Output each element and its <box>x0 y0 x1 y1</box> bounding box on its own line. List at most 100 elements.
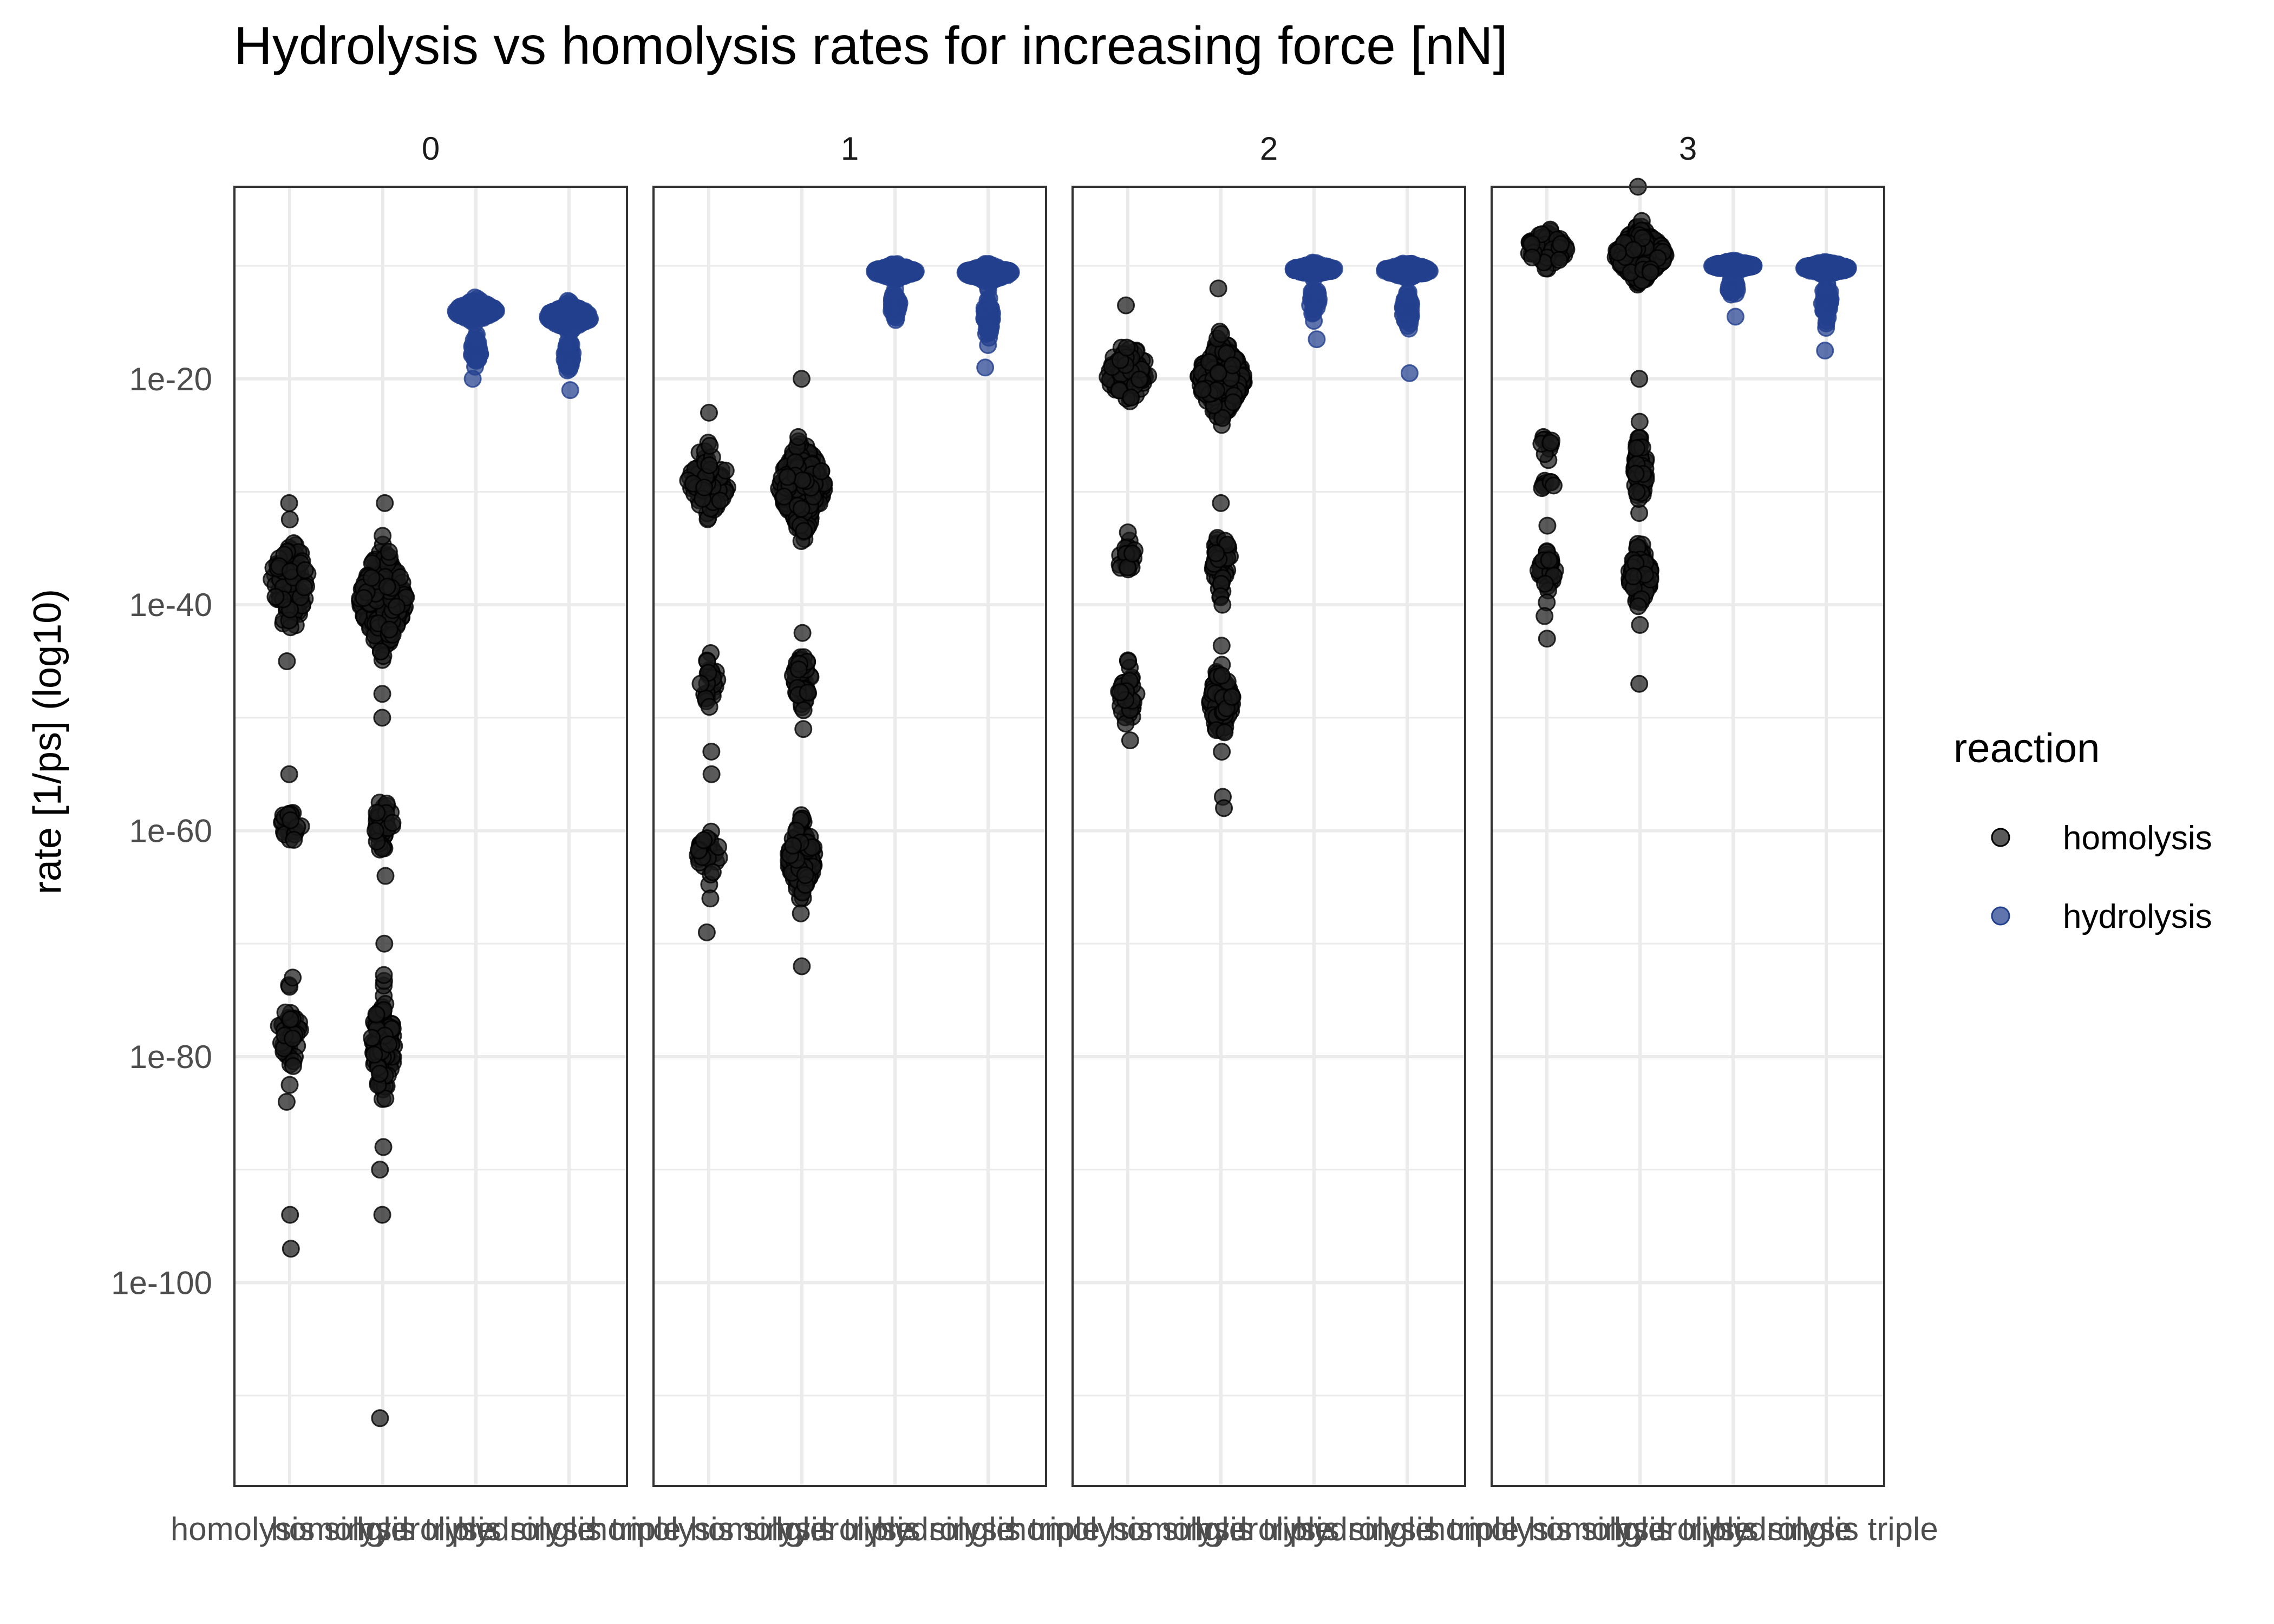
facet-strip-label: 1 <box>841 130 859 167</box>
data-point <box>365 1045 383 1064</box>
legend-key-homolysis <box>1991 828 2010 847</box>
data-point <box>1216 723 1234 742</box>
data-point <box>1538 516 1557 535</box>
series-hydrolysis <box>447 288 505 388</box>
legend-label-hydrolysis: hydrolysis <box>2063 898 2212 935</box>
data-point <box>1628 439 1646 457</box>
data-point <box>367 1005 385 1024</box>
data-point <box>1535 607 1554 625</box>
data-point <box>296 561 314 579</box>
data-point <box>1523 248 1541 267</box>
data-point <box>702 765 721 783</box>
data-point <box>1304 300 1322 318</box>
data-point <box>374 1138 393 1156</box>
y-axis-label: rate [1/ps] (log10) <box>26 589 69 894</box>
data-point <box>282 811 300 829</box>
data-point <box>1119 523 1137 541</box>
data-point <box>1209 279 1227 298</box>
legend-key-hydrolysis <box>1991 906 2010 926</box>
data-point <box>561 381 579 400</box>
data-point <box>1399 261 1417 280</box>
data-point <box>380 542 398 561</box>
data-point <box>1819 292 1837 310</box>
data-point <box>281 1010 299 1029</box>
data-point <box>1630 370 1649 388</box>
data-point <box>1212 325 1230 343</box>
data-point <box>882 259 900 278</box>
data-point <box>1550 251 1569 269</box>
series-hydrolysis <box>539 292 599 400</box>
data-point <box>778 468 796 486</box>
data-point <box>1212 494 1230 512</box>
data-point <box>701 889 720 908</box>
data-point <box>1541 434 1560 452</box>
data-point <box>794 701 813 719</box>
x-tick-label: hydrolysis triple <box>457 1511 681 1547</box>
data-point <box>373 685 391 703</box>
legend-title: reaction <box>1953 725 2100 771</box>
data-point <box>375 966 393 984</box>
data-point <box>373 1206 391 1224</box>
data-point <box>691 675 710 693</box>
x-tick-label: homolysis triple <box>271 1511 494 1547</box>
data-point <box>376 494 394 512</box>
data-point <box>711 492 729 510</box>
data-point <box>366 822 384 840</box>
data-point <box>378 578 396 596</box>
data-point <box>363 1029 381 1047</box>
data-point <box>695 478 714 496</box>
data-point <box>1223 687 1241 706</box>
series-homolysis <box>263 494 317 1258</box>
data-point <box>799 683 817 702</box>
data-point <box>1552 235 1570 253</box>
data-point <box>557 355 576 373</box>
data-point <box>1212 637 1231 655</box>
data-point <box>1631 615 1649 634</box>
facet-strip-label: 3 <box>1679 130 1697 167</box>
data-point <box>1726 307 1744 326</box>
data-point <box>700 698 718 716</box>
data-point <box>1119 652 1138 671</box>
data-point <box>1400 289 1418 307</box>
series-hydrolysis <box>1703 251 1763 326</box>
data-point <box>277 1092 296 1111</box>
data-point <box>977 314 996 332</box>
data-point <box>700 456 718 474</box>
data-point <box>284 968 302 987</box>
data-point <box>1305 264 1323 282</box>
data-point <box>701 437 719 455</box>
data-point <box>1122 388 1140 407</box>
x-tick-label: hydrolysis single <box>357 1511 595 1547</box>
panel-border <box>233 186 628 1487</box>
data-point <box>1213 595 1232 614</box>
data-point <box>792 370 811 388</box>
data-point <box>1193 381 1212 399</box>
data-point <box>1111 683 1129 702</box>
data-point <box>884 285 902 304</box>
data-point <box>1540 551 1558 569</box>
data-point <box>1630 412 1649 431</box>
data-point <box>278 652 296 671</box>
data-point <box>1117 296 1135 315</box>
data-point <box>285 830 303 849</box>
series-homolysis <box>679 403 736 941</box>
data-point <box>466 351 484 369</box>
data-point <box>383 814 402 832</box>
data-point <box>1400 364 1419 382</box>
data-point <box>362 568 381 587</box>
series-hydrolysis <box>1284 253 1343 349</box>
series-homolysis <box>1189 279 1253 817</box>
data-point <box>1538 630 1556 648</box>
data-point <box>1720 281 1738 299</box>
data-point <box>571 311 590 329</box>
data-point <box>700 403 718 422</box>
data-point <box>380 1035 398 1053</box>
data-point <box>775 487 793 506</box>
series-homolysis <box>351 494 415 1427</box>
y-tick-label: 1e-60 <box>129 813 212 849</box>
data-point <box>1624 567 1643 586</box>
data-point <box>485 303 503 321</box>
